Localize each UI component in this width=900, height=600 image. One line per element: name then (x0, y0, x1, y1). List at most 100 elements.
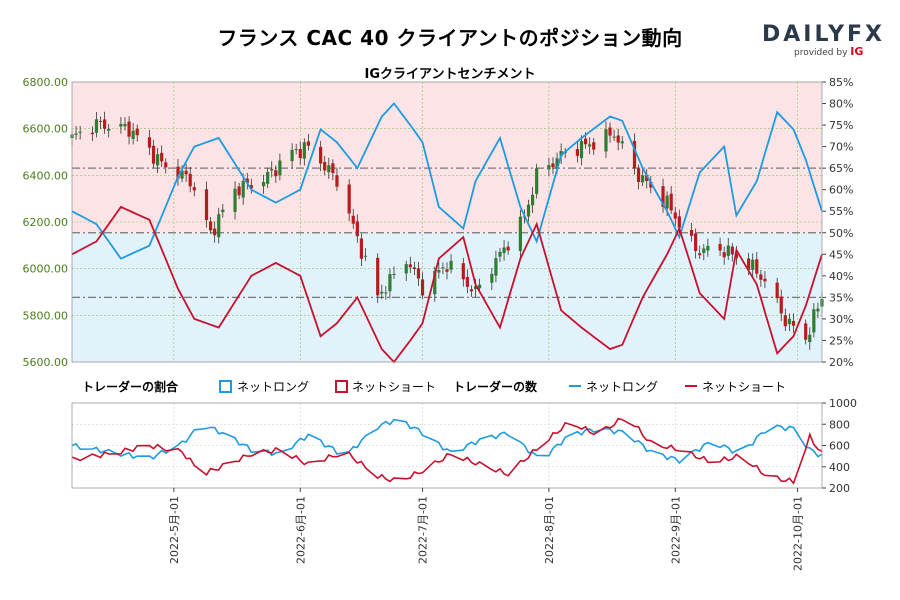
candle-body (323, 162, 327, 171)
candle-body (461, 263, 465, 280)
short-count-line (71, 417, 823, 485)
right-tick-label: 80% (829, 98, 853, 111)
candle-body (278, 160, 282, 176)
candle-body (131, 130, 135, 139)
candle-body (689, 229, 694, 236)
candle-body (412, 267, 416, 269)
candle-body (420, 279, 425, 296)
candle-body (632, 140, 637, 169)
candle-body (604, 129, 608, 152)
candle-body (408, 264, 412, 268)
candle-body (530, 194, 535, 206)
candle-body (433, 270, 437, 295)
candle-body (380, 291, 384, 294)
candle-body (359, 238, 364, 259)
candle-body (755, 259, 759, 274)
candle-body (151, 145, 156, 164)
candle-body (498, 251, 502, 257)
candle-body (494, 258, 498, 276)
chart-subtitle: IGクライアントセンチメント (364, 67, 536, 82)
candle-body (160, 152, 164, 162)
count-tick-label: 400 (829, 461, 850, 474)
upper-zone (72, 82, 822, 233)
candle-body (677, 216, 681, 228)
candle-body (306, 141, 311, 146)
candle-body (490, 273, 494, 283)
right-tick-label: 30% (829, 313, 853, 326)
price-sentiment-panel: 5600.00 5800.00 6000.00 6200.00 6400.00 6600.… (23, 76, 854, 369)
right-tick-label: 25% (829, 334, 853, 347)
candle-body (164, 162, 168, 168)
candle-body (620, 141, 624, 144)
right-tick-label: 65% (829, 162, 853, 175)
candle-body (641, 175, 645, 183)
candle-body (555, 158, 559, 169)
candle-body (469, 289, 474, 292)
chart-title: フランス CAC 40 クライアントのポジション動向 (217, 26, 683, 50)
candle-body (298, 149, 302, 159)
candle-body (730, 246, 734, 255)
main-frame (71, 81, 823, 363)
candle-body (261, 182, 266, 187)
candle-body (180, 170, 184, 179)
candle-body (747, 258, 751, 270)
candle-body (78, 131, 82, 133)
candle-body (775, 282, 779, 299)
long-ratio-line (71, 102, 823, 260)
candle-body (616, 135, 620, 143)
x-tick-label: 2022-9月-01 (669, 496, 682, 564)
legend-ratio-long: ネットロング (237, 380, 309, 394)
candle-body (135, 128, 139, 136)
candle-body (465, 276, 469, 287)
candle-body (661, 186, 665, 207)
candle-body (812, 309, 816, 333)
y-tick-label: 6000.00 (23, 263, 69, 276)
candle-body (763, 278, 767, 282)
legend-count-long: ネットロング (586, 380, 658, 394)
candle-body (612, 136, 616, 138)
right-tick-label: 55% (829, 205, 853, 218)
candle-body (208, 221, 213, 231)
x-tick-label: 2022-8月-01 (543, 496, 556, 564)
x-tick-label: 2022-5月-01 (168, 496, 181, 564)
count-tick-label: 200 (829, 482, 850, 495)
x-tick-label: 2022-10月-01 (792, 496, 805, 571)
candle-body (592, 142, 596, 150)
candle-body (816, 308, 820, 312)
right-tick-label: 40% (829, 270, 853, 283)
candle-body (249, 185, 253, 189)
candle-body (722, 252, 726, 258)
candle-body (204, 189, 209, 221)
candle-body (392, 273, 396, 276)
candle-body (245, 178, 249, 183)
right-tick-label: 45% (829, 248, 853, 261)
candle-body (506, 246, 510, 251)
count-tick-label: 800 (829, 418, 850, 431)
candle-body (478, 284, 482, 289)
candle-body (74, 133, 78, 135)
candle-body (347, 184, 351, 214)
candle-body (302, 142, 306, 159)
candle-body (147, 137, 152, 148)
candle-body (176, 166, 180, 179)
candle-body (188, 173, 192, 187)
candle-body (94, 119, 99, 133)
candle-body (526, 204, 531, 217)
candle-body (575, 149, 580, 156)
y-tick-label: 6800.00 (23, 76, 69, 89)
candle-body (192, 187, 196, 191)
right-tick-label: 50% (829, 227, 853, 240)
candle-body (665, 195, 669, 209)
candle-body (441, 267, 445, 269)
candle-body (608, 127, 612, 136)
candle-body (791, 320, 796, 326)
legend-ratio-short: ネットショート (352, 380, 436, 394)
y-tick-label: 6200.00 (23, 216, 69, 229)
right-tick-label: 20% (829, 356, 853, 369)
legend-ratio-title: トレーダーの割合 (82, 379, 179, 394)
candle-body (384, 292, 388, 294)
dailyfx-logo[interactable]: DAILYFX provided by IG (762, 22, 882, 58)
candle-body (331, 163, 335, 174)
candle-body (237, 186, 241, 196)
